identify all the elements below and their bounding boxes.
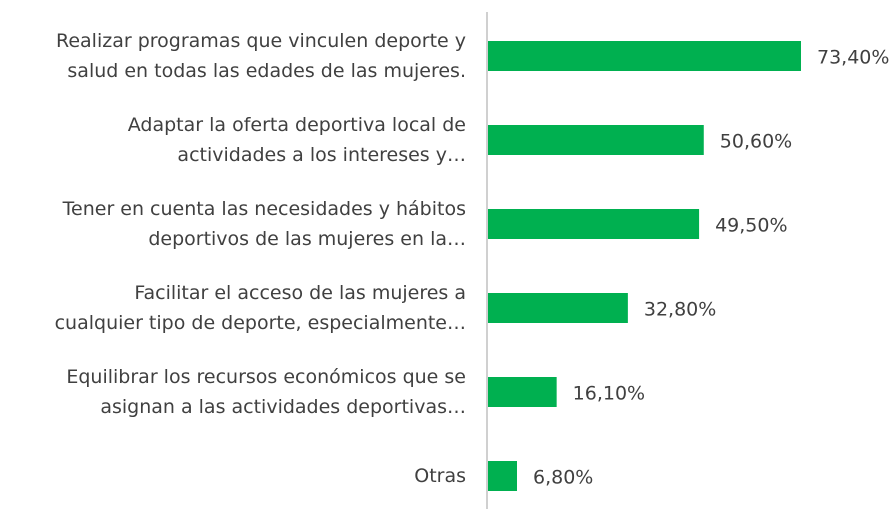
bar bbox=[488, 209, 700, 239]
category-label: Equilibrar los recursos económicos que s… bbox=[66, 366, 466, 418]
value-label: 16,10% bbox=[573, 383, 645, 405]
value-label: 73,40% bbox=[817, 47, 889, 69]
value-label: 50,60% bbox=[720, 131, 792, 153]
value-label: 32,80% bbox=[644, 299, 716, 321]
bar bbox=[488, 461, 517, 491]
category-label: Adaptar la oferta deportiva local de act… bbox=[127, 114, 466, 166]
bar bbox=[488, 125, 704, 155]
value-label: 6,80% bbox=[533, 467, 593, 489]
value-label: 49,50% bbox=[715, 215, 787, 237]
bar bbox=[488, 41, 801, 71]
category-label: Tener en cuenta las necesidades y hábito… bbox=[62, 198, 466, 250]
category-label: Facilitar el acceso de las mujeres a cua… bbox=[54, 282, 466, 334]
category-label: Otras bbox=[414, 465, 466, 487]
bar bbox=[488, 377, 557, 407]
bar bbox=[488, 293, 628, 323]
category-label: Realizar programas que vinculen deporte … bbox=[56, 30, 466, 82]
